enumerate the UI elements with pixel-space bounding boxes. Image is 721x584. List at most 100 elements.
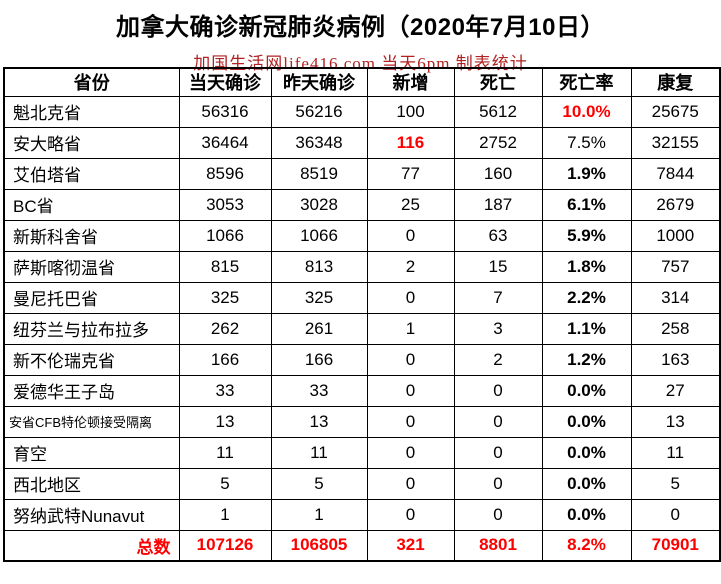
cell-recovered: 13	[630, 405, 721, 438]
cell-province: 育空	[3, 436, 180, 469]
cell-recovered: 0	[630, 498, 721, 531]
cell-death-rate: 0.0%	[541, 467, 632, 500]
cell-yesterday: 1066	[270, 219, 368, 252]
cell-yesterday: 5	[270, 467, 368, 500]
cell-today: 11	[178, 436, 272, 469]
table-row: 新不伦瑞克省 166 166 0 2 1.2% 163	[3, 343, 721, 376]
cell-province: 安省CFB特伦顿接受隔离	[3, 405, 180, 438]
cell-deaths: 0	[453, 405, 543, 438]
cell-death-rate: 1.8%	[541, 250, 632, 283]
cell-total-new-cases: 321	[366, 529, 455, 562]
column-header-6: 死亡率	[541, 67, 632, 97]
cell-yesterday: 13	[270, 405, 368, 438]
table-row: 萨斯喀彻温省 815 813 2 15 1.8% 757	[3, 250, 721, 283]
column-header-2: 当天确诊	[178, 67, 272, 97]
cell-death-rate: 0.0%	[541, 436, 632, 469]
cell-recovered: 163	[630, 343, 721, 376]
cell-total-recovered: 70901	[630, 529, 721, 562]
table-header-row: 省份 当天确诊 昨天确诊 新增 死亡 死亡率 康复	[3, 67, 721, 97]
cell-death-rate: 0.0%	[541, 498, 632, 531]
cell-new-cases: 0	[366, 219, 455, 252]
cell-recovered: 25675	[630, 95, 721, 128]
cell-new-cases: 2	[366, 250, 455, 283]
cell-death-rate: 0.0%	[541, 405, 632, 438]
cell-new-cases: 0	[366, 498, 455, 531]
table-row: 育空 11 11 0 0 0.0% 11	[3, 436, 721, 469]
table-row: 新斯科舍省 1066 1066 0 63 5.9% 1000	[3, 219, 721, 252]
cell-deaths: 0	[453, 498, 543, 531]
table-row: BC省 3053 3028 25 187 6.1% 2679	[3, 188, 721, 221]
cell-death-rate: 1.2%	[541, 343, 632, 376]
cell-yesterday: 8519	[270, 157, 368, 190]
cell-new-cases: 116	[366, 126, 455, 159]
cell-deaths: 0	[453, 436, 543, 469]
cell-recovered: 7844	[630, 157, 721, 190]
cell-recovered: 5	[630, 467, 721, 500]
cell-total-death-rate: 8.2%	[541, 529, 632, 562]
column-header-4: 新增	[366, 67, 455, 97]
cell-deaths: 2	[453, 343, 543, 376]
cell-province: 曼尼托巴省	[3, 281, 180, 314]
cell-total-deaths: 8801	[453, 529, 543, 562]
cell-yesterday: 813	[270, 250, 368, 283]
totals-row: 总数 107126 106805 321 8801 8.2% 70901	[3, 529, 721, 562]
cell-totals-label: 总数	[3, 529, 180, 562]
cell-death-rate: 6.1%	[541, 188, 632, 221]
table-row: 西北地区 5 5 0 0 0.0% 5	[3, 467, 721, 500]
cell-death-rate: 2.2%	[541, 281, 632, 314]
cell-death-rate: 1.1%	[541, 312, 632, 345]
column-header-3: 昨天确诊	[270, 67, 368, 97]
column-header-7: 康复	[630, 67, 721, 97]
cell-new-cases: 1	[366, 312, 455, 345]
cell-yesterday: 56216	[270, 95, 368, 128]
column-header-5: 死亡	[453, 67, 543, 97]
cell-province: 魁北克省	[3, 95, 180, 128]
cell-new-cases: 0	[366, 343, 455, 376]
cell-new-cases: 25	[366, 188, 455, 221]
cell-death-rate: 1.9%	[541, 157, 632, 190]
cell-province: 新不伦瑞克省	[3, 343, 180, 376]
cell-yesterday: 11	[270, 436, 368, 469]
cell-total-yesterday: 106805	[270, 529, 368, 562]
cell-deaths: 63	[453, 219, 543, 252]
cell-province: 努纳武特Nunavut	[3, 498, 180, 531]
cell-today: 3053	[178, 188, 272, 221]
cell-yesterday: 325	[270, 281, 368, 314]
cell-province: 新斯科舍省	[3, 219, 180, 252]
cell-province: 萨斯喀彻温省	[3, 250, 180, 283]
cell-recovered: 32155	[630, 126, 721, 159]
cell-new-cases: 0	[366, 436, 455, 469]
cell-today: 36464	[178, 126, 272, 159]
cell-yesterday: 261	[270, 312, 368, 345]
table-body: 魁北克省 56316 56216 100 5612 10.0% 25675 安大略省 36464…	[3, 95, 721, 562]
cell-recovered: 27	[630, 374, 721, 407]
cell-new-cases: 0	[366, 374, 455, 407]
cell-today: 166	[178, 343, 272, 376]
cell-recovered: 314	[630, 281, 721, 314]
cell-deaths: 5612	[453, 95, 543, 128]
cell-yesterday: 36348	[270, 126, 368, 159]
cell-deaths: 0	[453, 374, 543, 407]
cell-today: 13	[178, 405, 272, 438]
cell-deaths: 187	[453, 188, 543, 221]
cell-yesterday: 33	[270, 374, 368, 407]
cell-deaths: 3	[453, 312, 543, 345]
cell-deaths: 7	[453, 281, 543, 314]
table-row: 努纳武特Nunavut 1 1 0 0 0.0% 0	[3, 498, 721, 531]
cell-recovered: 1000	[630, 219, 721, 252]
cell-death-rate: 10.0%	[541, 95, 632, 128]
cell-new-cases: 0	[366, 405, 455, 438]
cell-today: 5	[178, 467, 272, 500]
cell-today: 33	[178, 374, 272, 407]
cell-death-rate: 0.0%	[541, 374, 632, 407]
cell-today: 815	[178, 250, 272, 283]
cell-death-rate: 5.9%	[541, 219, 632, 252]
column-header-1: 省份	[3, 67, 180, 97]
cell-yesterday: 166	[270, 343, 368, 376]
cell-today: 1066	[178, 219, 272, 252]
table-row: 爱德华王子岛 33 33 0 0 0.0% 27	[3, 374, 721, 407]
cell-deaths: 2752	[453, 126, 543, 159]
table-row: 安大略省 36464 36348 116 2752 7.5% 32155	[3, 126, 721, 159]
cell-province: 艾伯塔省	[3, 157, 180, 190]
cell-yesterday: 3028	[270, 188, 368, 221]
